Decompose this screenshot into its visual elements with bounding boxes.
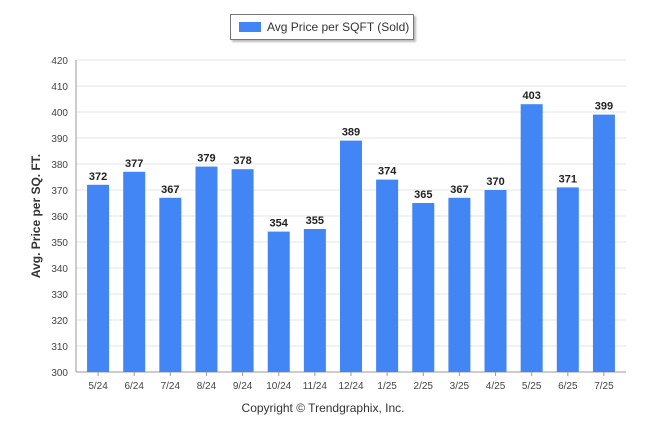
y-tick-label: 320: [51, 316, 68, 327]
bar: [412, 203, 435, 372]
y-tick-label: 340: [51, 264, 68, 275]
y-tick-label: 370: [51, 186, 68, 197]
bar: [231, 169, 254, 372]
x-tick-label: 10/24: [266, 381, 291, 392]
data-label: 374: [378, 166, 397, 178]
y-tick-label: 380: [51, 160, 68, 171]
bar: [159, 197, 182, 372]
x-tick-label: 8/24: [197, 381, 217, 392]
y-tick-label: 300: [51, 368, 68, 379]
x-tick-label: 11/24: [303, 381, 328, 392]
bar: [592, 114, 615, 372]
data-label: 399: [595, 101, 613, 113]
x-tick-label: 7/25: [594, 381, 614, 392]
x-tick-label: 5/24: [88, 381, 108, 392]
data-label: 379: [197, 153, 215, 165]
x-tick-label: 2/25: [414, 381, 434, 392]
y-tick-label: 410: [51, 82, 68, 93]
data-label: 354: [270, 218, 289, 230]
x-tick-label: 12/24: [338, 381, 363, 392]
data-label: 365: [414, 189, 432, 201]
legend-label: Avg Price per SQFT (Sold): [267, 20, 410, 34]
x-tick-label: 6/24: [124, 381, 144, 392]
data-label: 367: [161, 184, 179, 196]
data-label: 378: [233, 155, 251, 167]
y-tick-label: 420: [51, 56, 68, 67]
y-tick-label: 390: [51, 134, 68, 145]
y-tick-label: 360: [51, 212, 68, 223]
y-tick-label: 310: [51, 342, 68, 353]
bar: [303, 229, 326, 372]
y-tick-label: 400: [51, 108, 68, 119]
data-label: 389: [342, 127, 360, 139]
data-label: 372: [89, 171, 107, 183]
y-tick-label: 350: [51, 238, 68, 249]
y-axis-title: Avg. Price per SQ. FT.: [29, 154, 43, 278]
bar: [376, 179, 399, 372]
bar: [195, 166, 218, 372]
data-label: 370: [486, 176, 504, 188]
data-label: 355: [306, 215, 324, 227]
copyright-text: Copyright © Trendgraphix, Inc.: [241, 401, 405, 415]
bar: [448, 197, 471, 372]
bar: [87, 184, 110, 372]
x-tick-label: 5/25: [522, 381, 542, 392]
x-tick-label: 1/25: [377, 381, 397, 392]
bar: [340, 140, 362, 372]
x-tick-label: 3/25: [450, 381, 470, 392]
y-tick-label: 330: [51, 290, 68, 301]
data-label: 403: [522, 90, 540, 102]
data-label: 377: [125, 158, 143, 170]
x-tick-label: 4/25: [486, 381, 506, 392]
x-tick-label: 7/24: [161, 381, 181, 392]
data-label: 371: [559, 173, 577, 185]
legend-swatch: [239, 22, 261, 32]
bar: [520, 104, 543, 372]
x-tick-label: 6/25: [558, 381, 578, 392]
x-tick-label: 9/24: [233, 381, 253, 392]
legend: Avg Price per SQFT (Sold): [230, 14, 414, 40]
data-label: 367: [450, 184, 468, 196]
bar: [556, 187, 579, 372]
bar: [267, 231, 290, 372]
bar: [484, 190, 507, 372]
bar: [123, 171, 146, 372]
